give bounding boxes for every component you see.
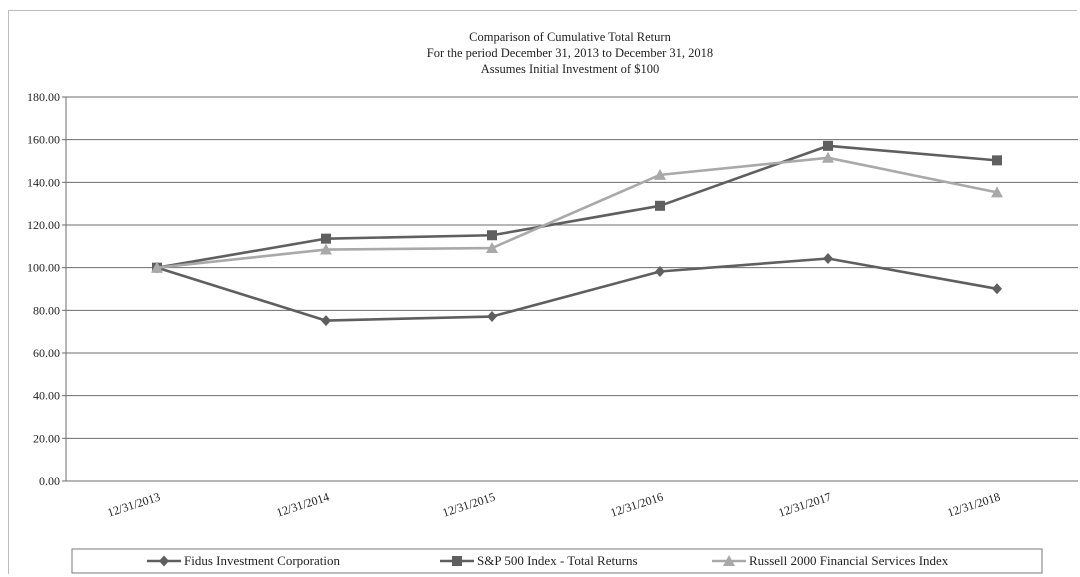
triangle-marker	[991, 186, 1003, 198]
diamond-marker	[321, 315, 331, 327]
y-tick-label: 140.00	[27, 175, 60, 189]
y-axis: 0.00 20.00 40.00 60.00 80.00 100.00 120.00 140.…	[27, 90, 67, 488]
square-marker	[655, 200, 665, 211]
x-tick-label: 12/31/2018	[946, 490, 1002, 520]
legend-label: S&P 500 Index - Total Returns	[477, 553, 638, 568]
y-tick-label: 180.00	[27, 90, 60, 104]
series-group	[151, 140, 1003, 327]
gridlines	[66, 96, 1078, 482]
y-tick-label: 120.00	[27, 218, 60, 232]
legend-label: Fidus Investment Corporation	[184, 553, 340, 568]
series-2	[152, 140, 1002, 273]
chart-subtitle: For the period December 31, 2013 to Dece…	[427, 46, 713, 60]
y-tick-label: 0.00	[39, 474, 60, 488]
x-tick-label: 12/31/2016	[609, 490, 665, 520]
series-3	[151, 151, 1003, 273]
diamond-marker	[159, 555, 169, 567]
triangle-marker	[723, 555, 735, 566]
y-tick-label: 60.00	[33, 346, 60, 360]
y-tick-label: 100.00	[27, 261, 60, 275]
chart-frame	[8, 10, 1077, 574]
triangle-marker	[320, 243, 332, 255]
series-line	[156, 144, 998, 269]
triangle-marker	[486, 242, 498, 254]
y-tick-label: 160.00	[27, 133, 60, 147]
series-1	[152, 252, 1002, 327]
x-tick-label: 12/31/2015	[441, 490, 497, 520]
square-marker	[452, 556, 462, 566]
series-line	[156, 156, 998, 269]
chart-subtitle-2: Assumes Initial Investment of $100	[481, 62, 659, 76]
diamond-marker	[655, 266, 665, 278]
legend: Fidus Investment Corporation S&P 500 Inde…	[71, 548, 1043, 574]
x-tick-label: 12/31/2014	[275, 490, 331, 520]
x-axis: 12/31/2013 12/31/2014 12/31/2015 12/31/2016…	[106, 490, 1002, 520]
triangle-marker	[151, 261, 163, 273]
legend-item: S&P 500 Index - Total Returns	[440, 553, 638, 568]
triangle-marker	[654, 168, 666, 180]
triangle-marker	[822, 151, 834, 163]
legend-item: Russell 2000 Financial Services Index	[712, 553, 949, 568]
y-tick-label: 80.00	[33, 303, 60, 317]
square-marker	[321, 233, 331, 244]
legend-box	[71, 548, 1043, 574]
chart-title: Comparison of Cumulative Total Return	[469, 30, 671, 44]
diamond-marker	[487, 311, 497, 323]
square-marker	[487, 230, 497, 241]
square-marker	[823, 140, 833, 151]
diamond-marker	[823, 252, 833, 264]
x-tick-label: 12/31/2013	[106, 490, 162, 520]
x-tick-label: 12/31/2017	[777, 490, 833, 520]
square-marker	[992, 155, 1002, 166]
diamond-marker	[992, 283, 1002, 295]
legend-item: Fidus Investment Corporation	[147, 553, 340, 568]
y-tick-label: 20.00	[33, 431, 60, 445]
legend-label: Russell 2000 Financial Services Index	[749, 553, 949, 568]
y-tick-label: 40.00	[33, 389, 60, 403]
series-line	[156, 257, 998, 322]
